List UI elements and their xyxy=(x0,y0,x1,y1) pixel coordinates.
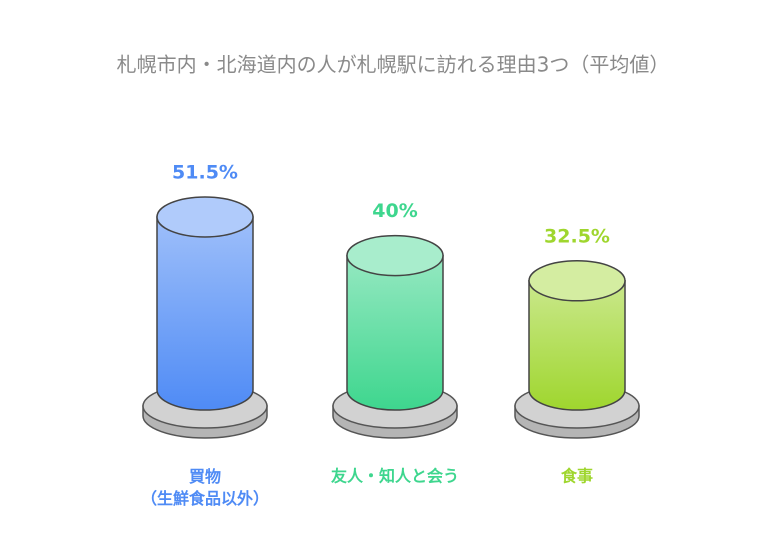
bar xyxy=(528,280,626,411)
chart-title: 札幌市内・北海道内の人が札幌駅に訪れる理由3つ（平均値） xyxy=(117,53,670,77)
category-label: 買物（生鮮食品以外） xyxy=(141,467,269,508)
bar xyxy=(156,216,254,411)
bar-top xyxy=(528,260,626,302)
value-label: 51.5% xyxy=(172,161,238,183)
bar-top xyxy=(346,234,444,277)
category-label: 友人・知人と会う xyxy=(331,467,459,486)
value-label: 40% xyxy=(372,200,417,222)
bar xyxy=(346,254,444,411)
bar-top xyxy=(156,196,254,238)
category-label: 食事 xyxy=(560,467,593,486)
value-label: 32.5% xyxy=(544,225,610,247)
